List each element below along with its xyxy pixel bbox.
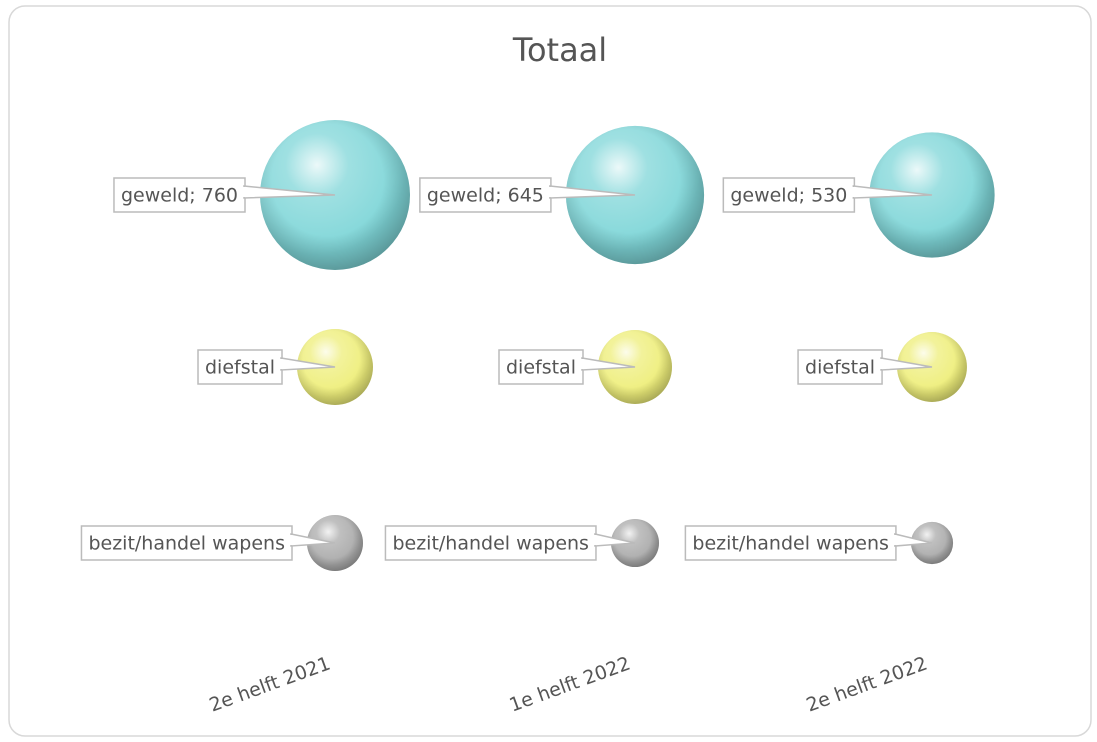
- data-label: geweld; 645: [419, 177, 636, 213]
- data-label-text: geweld; 530: [730, 185, 847, 207]
- data-label-box: [419, 177, 552, 213]
- data-label-text: diefstal: [205, 357, 275, 379]
- data-label-box: [113, 177, 246, 213]
- data-label-box: [197, 349, 283, 385]
- data-label-box: [80, 525, 293, 561]
- data-label-text: diefstal: [506, 357, 576, 379]
- data-label: diefstal: [197, 349, 336, 385]
- data-label-text: geweld; 645: [427, 185, 544, 207]
- data-label: bezit/handel wapens: [684, 525, 933, 561]
- data-label-text: bezit/handel wapens: [692, 533, 889, 555]
- data-label-text: geweld; 760: [121, 185, 238, 207]
- data-label-text: bezit/handel wapens: [88, 533, 285, 555]
- data-label-text: bezit/handel wapens: [392, 533, 589, 555]
- data-label: bezit/handel wapens: [384, 525, 636, 561]
- data-label-box: [684, 525, 897, 561]
- data-label: geweld; 760: [113, 177, 336, 213]
- data-label: geweld; 530: [722, 177, 933, 213]
- data-label-text: diefstal: [805, 357, 875, 379]
- chart-title: Totaal: [512, 31, 607, 69]
- data-label-box: [722, 177, 856, 213]
- data-label: diefstal: [797, 349, 933, 385]
- data-label-box: [797, 349, 883, 385]
- data-label: bezit/handel wapens: [80, 525, 336, 561]
- data-label: diefstal: [498, 349, 636, 385]
